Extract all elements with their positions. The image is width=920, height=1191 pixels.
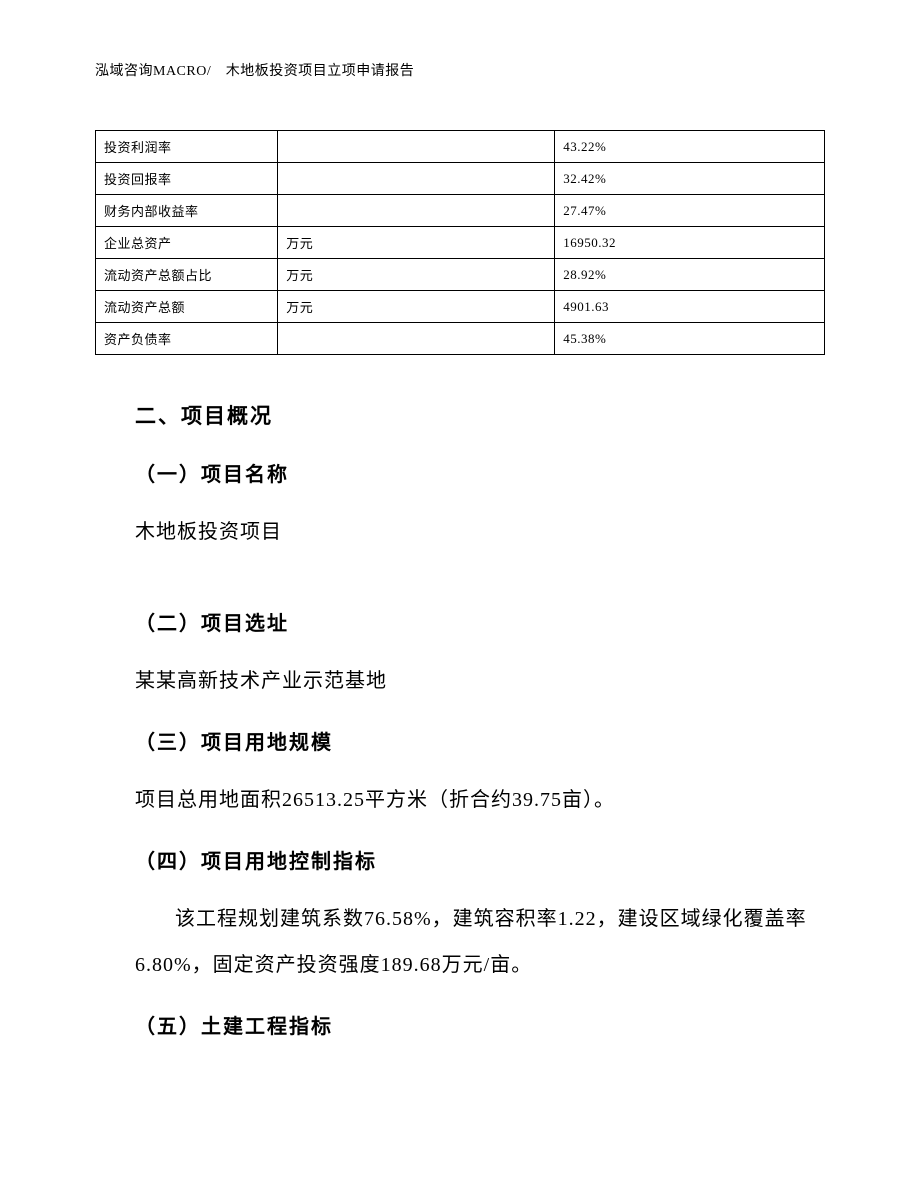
- subsection-title-2: （二）项目选址: [135, 607, 815, 636]
- metric-unit: [278, 131, 555, 163]
- table-row: 投资回报率 32.42%: [96, 163, 825, 195]
- land-scale-text: 项目总用地面积26513.25平方米（折合约39.75亩）。: [135, 777, 815, 823]
- metric-value: 16950.32: [555, 227, 825, 259]
- metric-label: 财务内部收益率: [96, 195, 278, 227]
- metric-label: 企业总资产: [96, 227, 278, 259]
- metric-unit: 万元: [278, 259, 555, 291]
- table-row: 财务内部收益率 27.47%: [96, 195, 825, 227]
- table-row: 投资利润率 43.22%: [96, 131, 825, 163]
- metric-label: 资产负债率: [96, 323, 278, 355]
- metric-unit: [278, 163, 555, 195]
- subsection-title-3: （三）项目用地规模: [135, 726, 815, 755]
- metric-value: 27.47%: [555, 195, 825, 227]
- metric-unit: 万元: [278, 227, 555, 259]
- table-row: 流动资产总额占比 万元 28.92%: [96, 259, 825, 291]
- financial-metrics-table: 投资利润率 43.22% 投资回报率 32.42% 财务内部收益率 27.47%…: [95, 130, 825, 355]
- document-page: 泓域咨询MACRO/ 木地板投资项目立项申请报告 投资利润率 43.22% 投资…: [0, 0, 920, 1121]
- metric-unit: [278, 323, 555, 355]
- project-name-text: 木地板投资项目: [135, 509, 815, 555]
- metric-unit: 万元: [278, 291, 555, 323]
- spacer: [135, 577, 815, 607]
- metric-label: 投资回报率: [96, 163, 278, 195]
- table-row: 企业总资产 万元 16950.32: [96, 227, 825, 259]
- metric-label: 流动资产总额: [96, 291, 278, 323]
- metric-value: 32.42%: [555, 163, 825, 195]
- metric-label: 流动资产总额占比: [96, 259, 278, 291]
- land-control-text: 该工程规划建筑系数76.58%，建筑容积率1.22，建设区域绿化覆盖率6.80%…: [135, 896, 815, 988]
- project-location-text: 某某高新技术产业示范基地: [135, 658, 815, 704]
- subsection-title-5: （五）土建工程指标: [135, 1010, 815, 1039]
- metric-value: 45.38%: [555, 323, 825, 355]
- table-row: 流动资产总额 万元 4901.63: [96, 291, 825, 323]
- metric-value: 43.22%: [555, 131, 825, 163]
- page-header: 泓域咨询MACRO/ 木地板投资项目立项申请报告: [95, 60, 825, 80]
- subsection-title-4: （四）项目用地控制指标: [135, 845, 815, 874]
- subsection-title-1: （一）项目名称: [135, 458, 815, 487]
- metric-label: 投资利润率: [96, 131, 278, 163]
- metric-value: 4901.63: [555, 291, 825, 323]
- metric-value: 28.92%: [555, 259, 825, 291]
- metric-unit: [278, 195, 555, 227]
- table-row: 资产负债率 45.38%: [96, 323, 825, 355]
- document-content: 二、项目概况 （一）项目名称 木地板投资项目 （二）项目选址 某某高新技术产业示…: [95, 400, 825, 1039]
- section-title-2: 二、项目概况: [135, 400, 815, 430]
